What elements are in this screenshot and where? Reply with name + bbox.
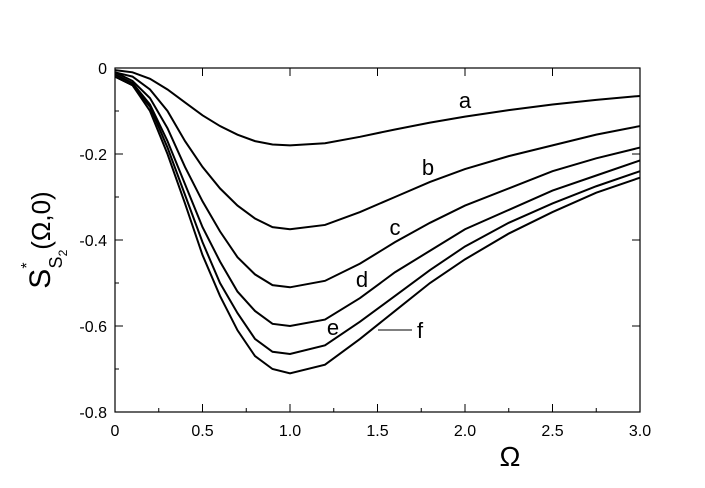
x-tick-label: 1.0 <box>279 423 301 440</box>
curve-label: e <box>327 315 339 340</box>
y-tick-label: 0 <box>98 61 107 78</box>
curve <box>114 71 641 231</box>
y-tick-label: -0.8 <box>79 405 107 422</box>
x-tick-label: 1.5 <box>366 423 388 440</box>
curve <box>114 73 641 328</box>
y-label-arg: (Ω,0) <box>26 191 56 249</box>
curve <box>114 75 641 355</box>
curve-label: d <box>356 267 368 292</box>
x-tick-label: 0 <box>111 423 120 440</box>
y-tick-label: -0.4 <box>79 233 107 250</box>
y-label-sub: S <box>46 256 66 268</box>
x-tick-label: 2.5 <box>541 423 563 440</box>
y-label-main: S <box>24 269 57 289</box>
curve-label: a <box>459 88 472 113</box>
plot-frame <box>114 67 641 413</box>
y-axis-label: S* S2(Ω,0) <box>19 191 70 288</box>
curve-label: f <box>417 318 424 343</box>
y-label-sup: * <box>19 262 36 268</box>
y-tick-label: -0.6 <box>79 319 107 336</box>
y-label-subsub: 2 <box>56 249 70 256</box>
y-tick-label: -0.2 <box>79 147 107 164</box>
x-tick-label: 2.0 <box>454 423 476 440</box>
curve-label: c <box>390 215 401 240</box>
curve <box>114 71 641 289</box>
curve <box>114 69 641 147</box>
x-tick-label: 0.5 <box>191 423 213 440</box>
y-axis-label-text: S* S2(Ω,0) <box>19 191 70 288</box>
x-axis-label: Ω <box>500 441 521 472</box>
curve-label: b <box>422 155 434 180</box>
x-tick-label: 3.0 <box>629 423 651 440</box>
curve <box>114 75 641 375</box>
